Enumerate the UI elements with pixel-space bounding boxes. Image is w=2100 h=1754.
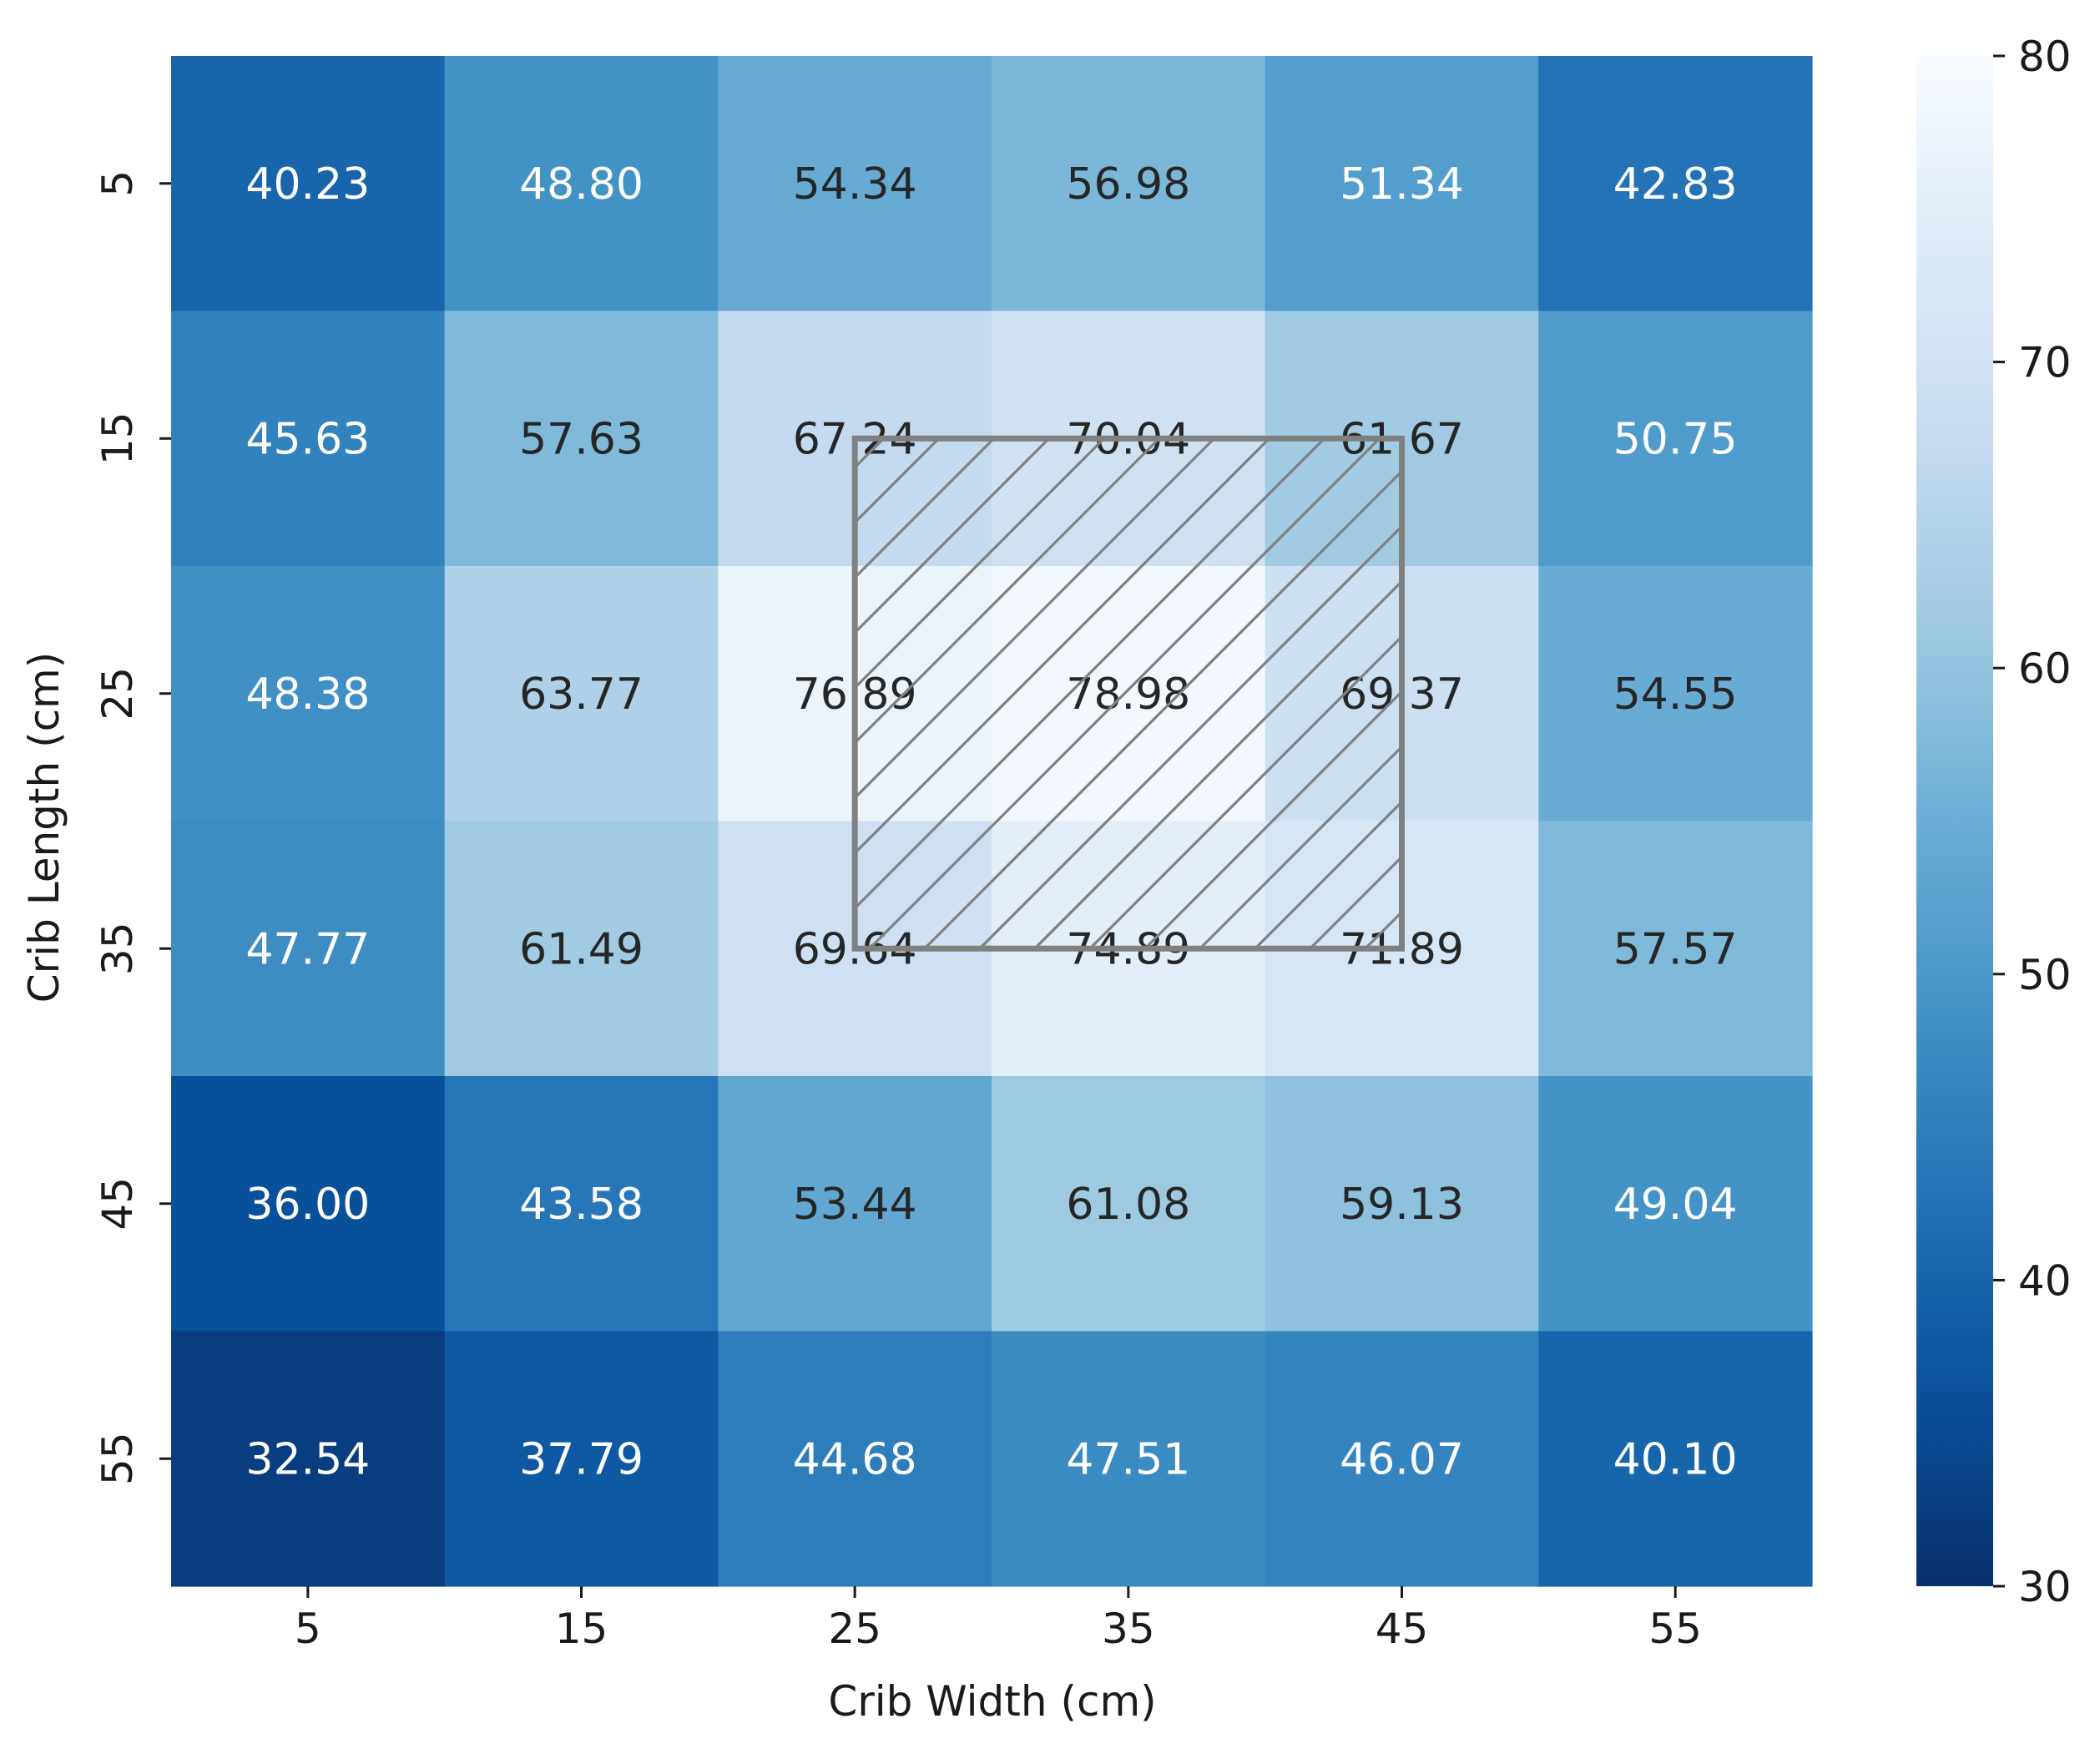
x-tick-label-5: 55 <box>1648 1605 1702 1653</box>
heatmap-cell-r1-c0 <box>171 311 446 567</box>
colorbar-tick-label-5: 80 <box>2018 33 2072 81</box>
cell-value-r5-c2: 44.68 <box>793 1434 917 1484</box>
cell-value-r3-c5: 57.57 <box>1613 924 1738 974</box>
cell-value-r5-c5: 40.10 <box>1613 1434 1738 1484</box>
cell-value-r0-c2: 54.34 <box>793 159 917 210</box>
cell-value-r0-c3: 56.98 <box>1066 159 1190 210</box>
colorbar-tick-label-3: 60 <box>2018 644 2072 693</box>
cell-value-r5-c0: 32.54 <box>245 1434 370 1484</box>
heatmap-cell-r3-c5 <box>1538 821 1813 1077</box>
cell-value-r0-c4: 51.34 <box>1340 159 1464 210</box>
colorbar-tick-label-2: 50 <box>2018 951 2072 999</box>
y-tick-label-4: 45 <box>93 1177 142 1231</box>
colorbar-tick-label-1: 40 <box>2018 1256 2072 1305</box>
heatmap-cell-r4-c3 <box>992 1076 1266 1332</box>
cell-value-r5-c1: 37.79 <box>519 1434 644 1484</box>
cell-value-r0-c1: 48.80 <box>519 159 644 210</box>
heatmap-cell-r0-c0 <box>171 56 446 312</box>
heatmap-cell-r2-c1 <box>444 566 719 822</box>
heatmap-cell-r4-c0 <box>171 1076 446 1332</box>
y-tick-label-3: 35 <box>93 922 142 975</box>
heatmap-cell-r4-c5 <box>1538 1076 1813 1332</box>
heatmap-cell-r5-c2 <box>718 1331 992 1587</box>
heatmap-cell-r4-c4 <box>1265 1076 1539 1332</box>
heatmap-cell-r5-c1 <box>444 1331 719 1587</box>
colorbar-tick-label-4: 70 <box>2018 339 2072 387</box>
cell-value-r4-c3: 61.08 <box>1066 1180 1190 1230</box>
cell-value-r5-c4: 46.07 <box>1340 1434 1464 1484</box>
cell-value-r1-c1: 57.63 <box>519 414 644 464</box>
cell-value-r4-c0: 36.00 <box>245 1180 370 1230</box>
highlight-region <box>851 435 1405 952</box>
cell-value-r2-c0: 48.38 <box>245 670 370 720</box>
x-tick-label-4: 45 <box>1376 1605 1429 1653</box>
heatmap-cell-r3-c0 <box>171 821 446 1077</box>
colorbar-gradient <box>1916 56 1993 1586</box>
heatmap-cell-r5-c3 <box>992 1331 1266 1587</box>
cell-value-r3-c0: 47.77 <box>245 924 370 974</box>
cell-value-r2-c5: 54.55 <box>1613 670 1738 720</box>
cell-value-r1-c5: 50.75 <box>1613 414 1738 464</box>
x-tick-label-3: 35 <box>1102 1605 1155 1653</box>
cell-value-r4-c4: 59.13 <box>1340 1180 1464 1230</box>
cell-value-r0-c0: 40.23 <box>245 159 370 210</box>
cell-value-r4-c5: 49.04 <box>1613 1180 1738 1230</box>
heatmap-cell-r5-c0 <box>171 1331 446 1587</box>
heatmap-cell-r4-c2 <box>718 1076 992 1332</box>
heatmap-cell-r5-c5 <box>1538 1331 1813 1587</box>
heatmap-cell-r5-c4 <box>1265 1331 1539 1587</box>
heatmap-cell-r3-c1 <box>444 821 719 1077</box>
cell-value-r3-c1: 61.49 <box>519 924 644 974</box>
heatmap-cell-r4-c1 <box>444 1076 719 1332</box>
y-axis-label: Crib Length (cm) <box>20 652 68 1003</box>
y-tick-label-2: 25 <box>93 667 142 720</box>
cell-value-r0-c5: 42.83 <box>1613 159 1738 210</box>
x-tick-label-0: 5 <box>295 1605 321 1653</box>
heatmap-cell-r0-c3 <box>992 56 1266 312</box>
heatmap-cell-r2-c0 <box>171 566 446 822</box>
x-axis-label: Crib Width (cm) <box>828 1677 1156 1726</box>
heatmap-cell-r1-c5 <box>1538 311 1813 567</box>
y-tick-label-5: 55 <box>93 1432 142 1485</box>
cell-value-r4-c1: 43.58 <box>519 1180 644 1230</box>
cell-value-r5-c3: 47.51 <box>1066 1434 1190 1484</box>
heatmap-cell-r0-c4 <box>1265 56 1539 312</box>
heatmap-cell-r0-c5 <box>1538 56 1813 312</box>
heatmap-cell-r2-c5 <box>1538 566 1813 822</box>
heatmap-cell-r0-c1 <box>444 56 719 312</box>
colorbar: 30 40 50 60 70 80 <box>1916 33 2072 1611</box>
cell-value-r4-c2: 53.44 <box>793 1180 917 1230</box>
heatmap-cell-r0-c2 <box>718 56 992 312</box>
heatmap-cell-r1-c1 <box>444 311 719 567</box>
cell-value-r1-c0: 45.63 <box>245 414 370 464</box>
colorbar-tick-label-0: 30 <box>2018 1563 2072 1611</box>
heatmap-cells <box>171 56 1813 1587</box>
x-tick-label-2: 25 <box>828 1605 881 1653</box>
y-tick-label-0: 5 <box>93 170 142 197</box>
x-tick-label-1: 15 <box>555 1605 608 1653</box>
y-tick-label-1: 15 <box>93 412 142 465</box>
cell-value-r2-c1: 63.77 <box>519 670 644 720</box>
highlight-rectangle <box>851 435 1405 952</box>
